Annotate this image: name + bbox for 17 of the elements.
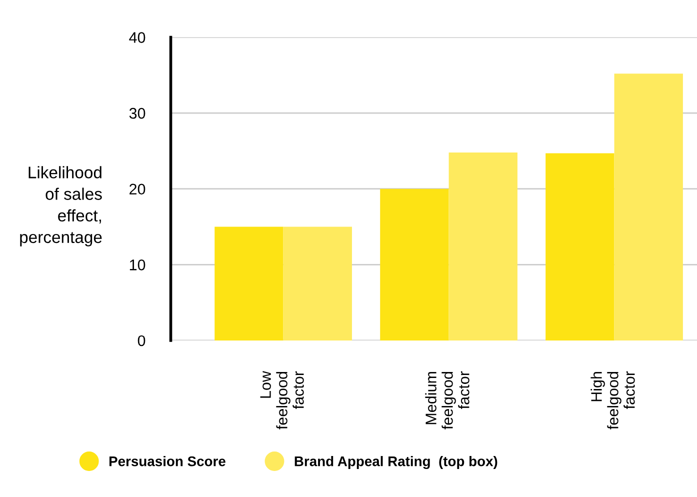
bar [283,226,352,340]
bar [380,188,449,340]
x-tick-label: Medium feelgood factor [425,371,470,430]
y-tick-label: 40 [129,32,146,43]
legend-label: Brand Appeal Rating (top box) [294,456,498,470]
bar [614,74,683,340]
bar [214,226,284,340]
y-tick-label: 10 [130,260,146,270]
y-axis-title: Likelihood of sales effect, percentage [20,166,102,246]
y-tick-label: 30 [129,108,146,119]
bar [546,153,614,340]
legend-label: Persuasion Score [109,456,226,466]
y-tick-label: 0 [138,335,146,346]
y-tick-label: 20 [130,184,146,195]
x-tick-label: Low feelgood factor [260,370,304,430]
bar [448,152,518,340]
x-tick-label: High feelgood factor [590,371,635,430]
